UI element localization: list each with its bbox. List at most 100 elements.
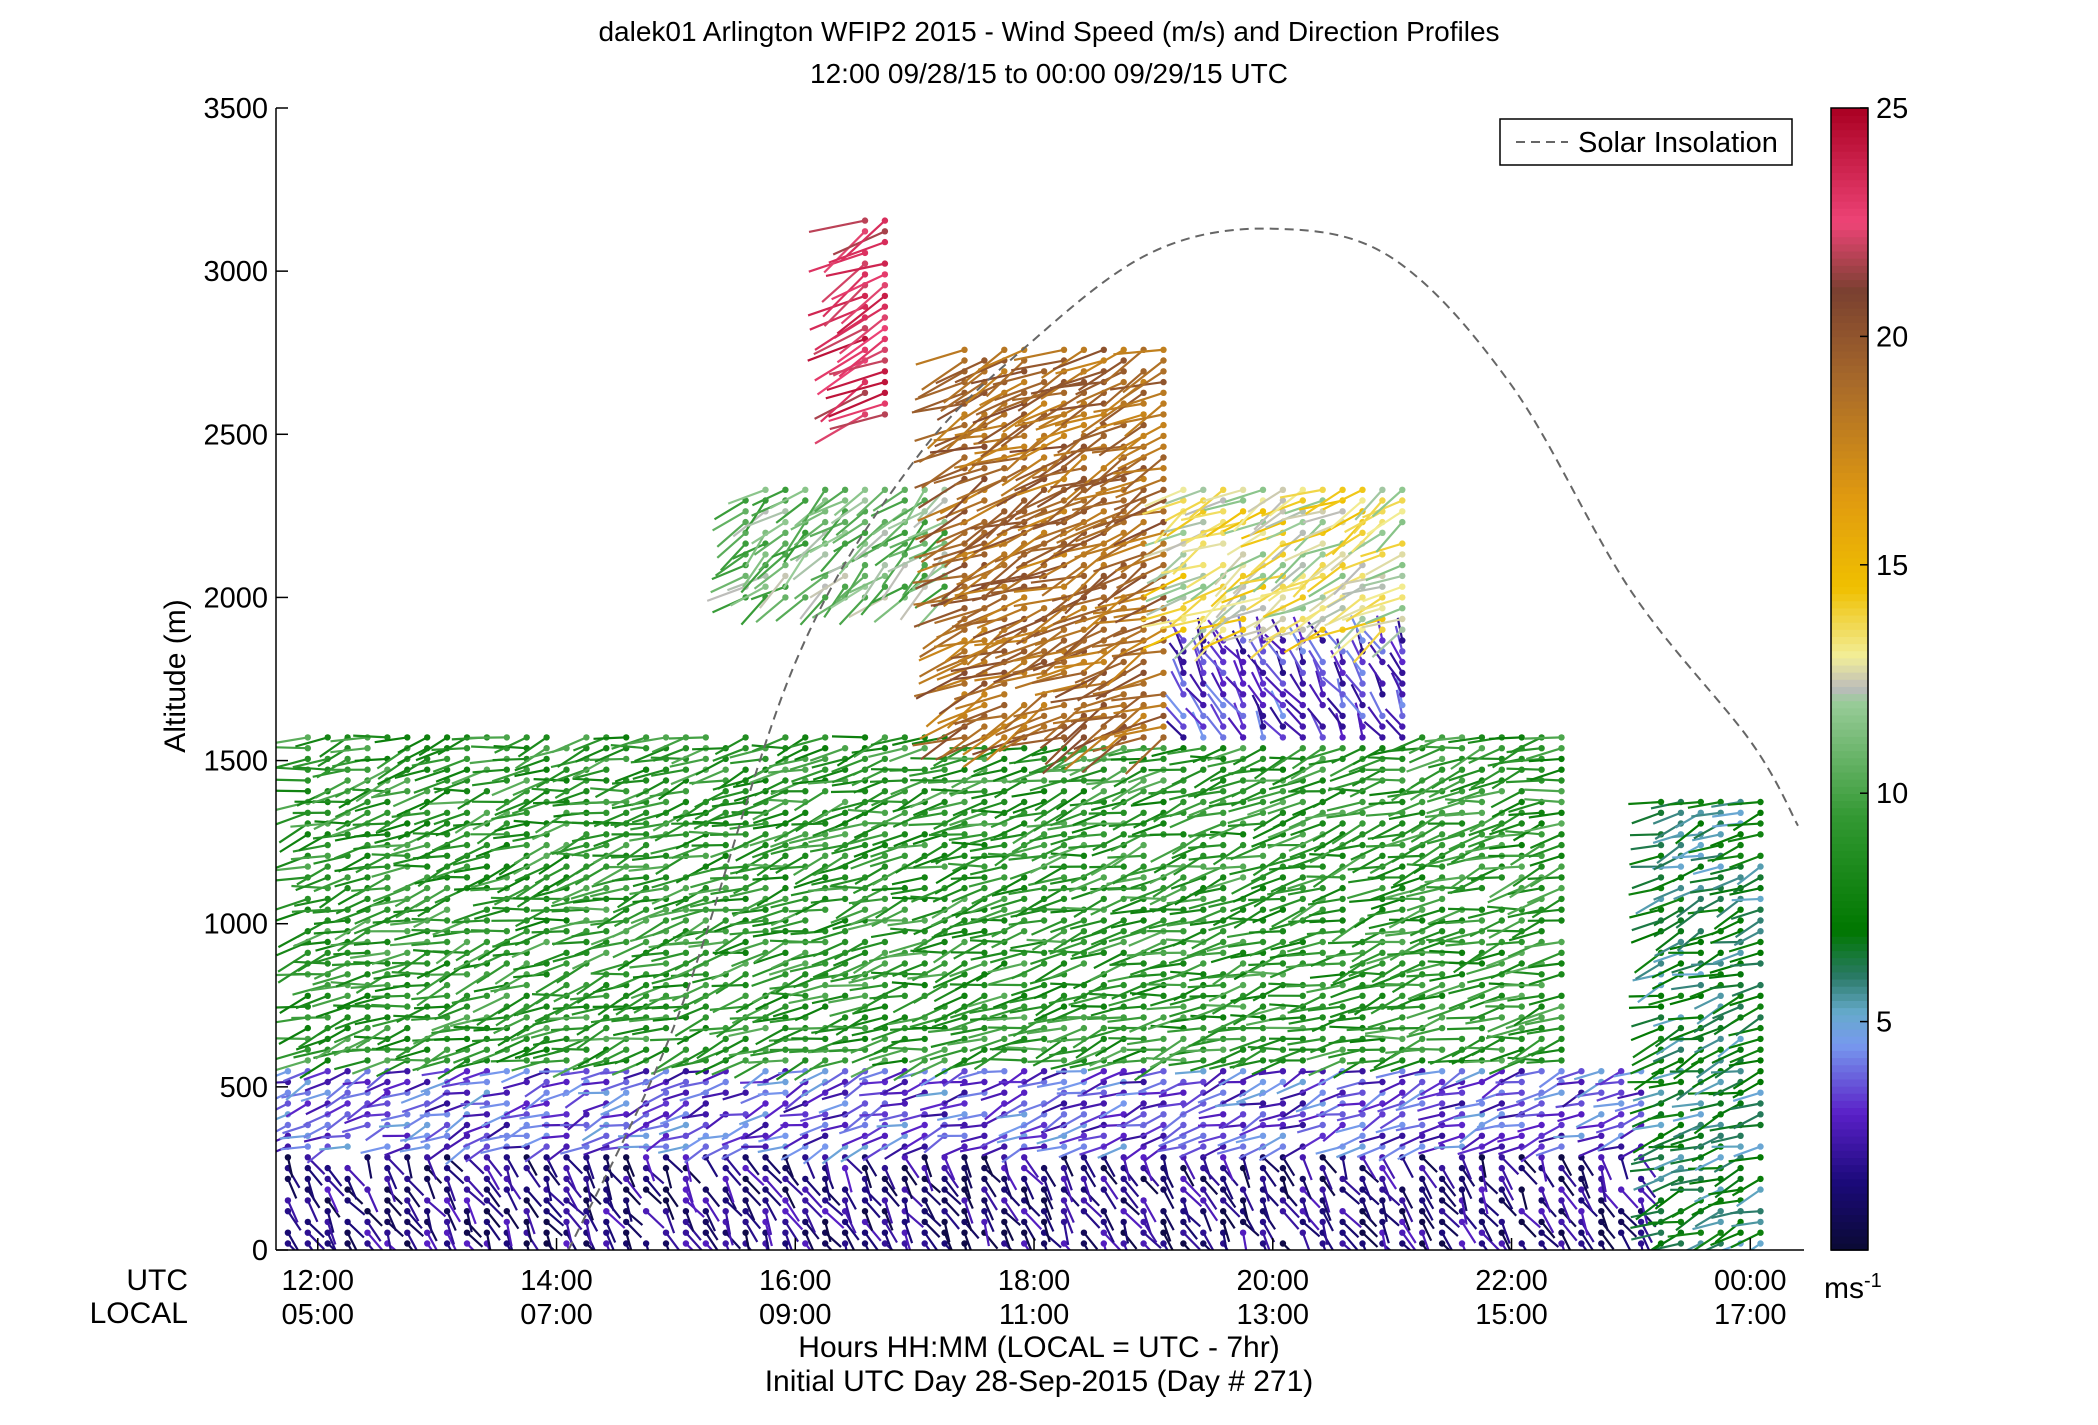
wind-barb-dot <box>443 1218 451 1226</box>
wind-barb-dot <box>1020 895 1028 903</box>
wind-barb-dot <box>841 831 849 838</box>
wind-barb-shaft <box>582 1102 607 1113</box>
wind-barb-dot <box>543 1100 550 1107</box>
wind-barb-dot <box>642 766 650 773</box>
wind-barb-dot <box>463 1186 471 1193</box>
wind-barb-shaft <box>349 951 388 959</box>
wind-barb-shaft <box>524 1145 548 1163</box>
wind-barb-shaft <box>425 1124 448 1141</box>
wind-barb-shaft <box>486 1199 504 1218</box>
wind-barb-dot <box>782 1208 789 1215</box>
wind-barb-shaft <box>495 790 528 812</box>
wind-barb-dot <box>941 1057 948 1064</box>
wind-barb-shaft <box>635 1048 667 1066</box>
wind-barb-dot <box>1120 1046 1127 1053</box>
wind-barb-shaft <box>876 1123 905 1128</box>
wind-barb-dot <box>1100 1240 1108 1247</box>
wind-barb-shaft <box>596 908 627 929</box>
wind-barb-dot <box>861 734 869 741</box>
wind-barb-shaft <box>612 1005 647 1011</box>
wind-barb-dot <box>1100 1068 1108 1075</box>
wind-barb-dot <box>981 1132 988 1140</box>
wind-barb-dot <box>1040 1068 1048 1075</box>
wind-barb-dot <box>802 1208 809 1215</box>
wind-barb-dot <box>742 971 749 978</box>
wind-barb-shaft <box>386 1232 392 1250</box>
wind-barb-shaft <box>325 1113 349 1132</box>
wind-barb-dot <box>1001 508 1008 515</box>
wind-barb-shaft <box>615 984 647 1004</box>
wind-barb-shaft <box>454 887 487 891</box>
wind-barb-dot <box>1140 863 1147 870</box>
wind-barb-shaft <box>297 951 329 972</box>
wind-barb-dot <box>822 551 829 558</box>
wind-barb-shaft <box>545 1167 561 1186</box>
wind-barb-dot <box>762 906 769 913</box>
wind-barb-shaft <box>366 1221 382 1242</box>
wind-barb-dot <box>424 1121 431 1129</box>
wind-barb-dot <box>583 928 590 935</box>
wind-barb-dot <box>1080 1100 1088 1107</box>
wind-barb-dot <box>921 561 928 569</box>
wind-barb-shaft <box>600 1080 627 1092</box>
wind-barb-dot <box>1160 734 1167 741</box>
wind-barb-shaft <box>532 962 567 977</box>
wind-barb-dot <box>1140 809 1147 816</box>
wind-barb-dot <box>802 1186 809 1193</box>
wind-barb-dot <box>1080 1240 1088 1247</box>
wind-barb-dot <box>503 820 510 827</box>
wind-barb-shaft <box>318 887 349 909</box>
wind-barb-shaft <box>625 1200 633 1222</box>
wind-barb-shaft <box>605 1221 617 1243</box>
wind-barb-dot <box>543 1229 550 1236</box>
wind-barb-shaft <box>545 1242 556 1250</box>
wind-barb-dot <box>1160 971 1167 978</box>
wind-barb-dot <box>304 1175 311 1183</box>
wind-barb-dot <box>1140 1057 1147 1064</box>
wind-barb-dot <box>742 788 749 795</box>
wind-barb-dot <box>1180 1240 1187 1247</box>
wind-barb-dot <box>503 1208 510 1215</box>
wind-barb-dot <box>603 928 610 935</box>
wind-barb-dot <box>1180 981 1187 989</box>
wind-barb-dot <box>523 809 530 816</box>
wind-barb-shaft <box>353 734 388 739</box>
wind-barb-dot <box>1100 788 1108 795</box>
wind-barb-shaft <box>966 779 1005 784</box>
wind-barb-dot <box>642 841 650 849</box>
wind-barb-shaft <box>593 1048 627 1067</box>
wind-barb-dot <box>682 1229 690 1236</box>
wind-barb-dot <box>881 981 889 989</box>
wind-barb-dot <box>941 960 948 967</box>
wind-barb-dot <box>742 1229 749 1236</box>
wind-barb-dot <box>364 1057 371 1064</box>
wind-barb-dot <box>1060 960 1068 967</box>
wind-barb-shaft <box>395 1037 428 1059</box>
wind-barb-dot <box>344 1240 351 1247</box>
wind-barb-dot <box>1120 1208 1127 1215</box>
wind-barb-dot <box>742 1186 749 1193</box>
wind-barb-dot <box>1080 454 1088 461</box>
wind-barb-dot <box>782 777 789 784</box>
wind-barb-shaft <box>421 1070 448 1077</box>
wind-barb-dot <box>603 841 610 849</box>
wind-barb-dot <box>1060 1208 1068 1215</box>
wind-barb-dot <box>881 1229 889 1236</box>
wind-barb-shaft <box>325 1091 349 1109</box>
wind-barb-shaft <box>276 1070 289 1078</box>
wind-barb-dot <box>304 949 311 956</box>
wind-barb-shaft <box>530 908 567 912</box>
wind-barb-dot <box>603 1240 610 1247</box>
wind-barb-shaft <box>533 951 567 967</box>
wind-barb-dot <box>1160 615 1167 623</box>
wind-barb-shaft <box>536 768 568 789</box>
wind-barb-dot <box>722 809 729 816</box>
wind-barb-dot <box>443 1240 451 1247</box>
wind-barb-dot <box>1100 1229 1108 1236</box>
wind-barb-shaft <box>334 876 368 888</box>
wind-barb-dot <box>1160 443 1167 450</box>
wind-barb-shaft <box>435 768 468 783</box>
wind-barb-dot <box>1040 1218 1048 1226</box>
wind-barb-dot <box>901 777 908 784</box>
wind-barb-dot <box>1100 766 1108 773</box>
